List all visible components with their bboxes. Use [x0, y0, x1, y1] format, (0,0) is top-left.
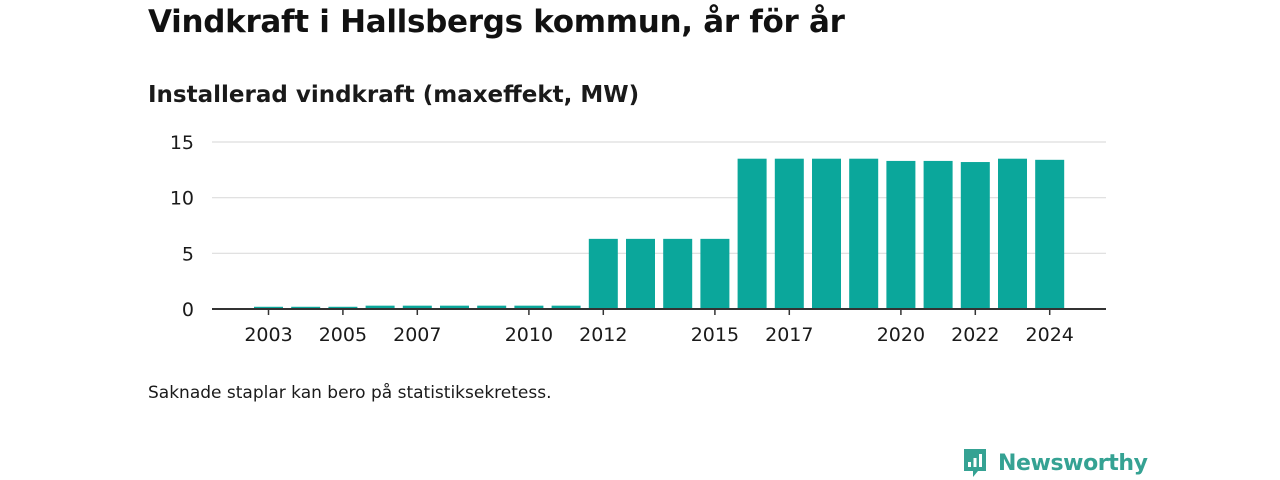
x-tick-label: 2017 [765, 324, 813, 346]
bar-2004[interactable] [291, 306, 321, 309]
bar-2021[interactable] [923, 160, 953, 309]
bar-2024[interactable] [1035, 159, 1065, 309]
bar-2019[interactable] [849, 158, 879, 309]
newsworthy-brand[interactable]: Newsworthy [962, 446, 1148, 480]
bar-2017[interactable] [774, 158, 804, 309]
bar-2005[interactable] [328, 306, 358, 309]
y-tick-label: 15 [170, 132, 194, 154]
bar-2009[interactable] [477, 305, 507, 309]
x-tick-label: 2005 [319, 324, 367, 346]
footnote: Saknade staplar kan bero på statistiksek… [148, 383, 552, 403]
bar-2012[interactable] [588, 238, 618, 309]
x-tick-label: 2024 [1026, 324, 1074, 346]
bar-2003[interactable] [254, 306, 283, 309]
bar-2010[interactable] [514, 305, 544, 309]
bar-2011[interactable] [551, 305, 581, 309]
chart-subtitle: Installerad vindkraft (maxeffekt, MW) [148, 82, 640, 108]
chart-title: Vindkraft i Hallsbergs kommun, år för år [148, 4, 845, 40]
brand-name: Newsworthy [998, 450, 1148, 476]
bar-2016[interactable] [737, 158, 767, 309]
x-tick-label: 2007 [393, 324, 441, 346]
axes: 0 5 10 15 2003 2005 2007 2010 2012 2015 2017 2020 20… [170, 132, 1106, 346]
x-tick-label: 2015 [691, 324, 739, 346]
bar-2006[interactable] [365, 305, 395, 309]
x-tick-label: 2022 [951, 324, 999, 346]
y-tick-label: 10 [170, 188, 194, 210]
newsworthy-logo-icon [964, 449, 986, 477]
bar-2015[interactable] [700, 238, 730, 309]
bar-2008[interactable] [440, 305, 469, 309]
y-tick-label: 0 [182, 299, 194, 321]
gridlines [212, 141, 1106, 254]
y-tick-label: 5 [182, 243, 194, 265]
bar-chart: 0 5 10 15 2003 2005 2007 2010 2012 2015 2017 2020 20… [170, 132, 1106, 346]
bars [254, 158, 1065, 309]
bar-2018[interactable] [812, 158, 841, 309]
x-tick-label: 2003 [244, 324, 292, 346]
bar-2007[interactable] [402, 305, 432, 309]
bar-2023[interactable] [998, 158, 1027, 309]
bar-2020[interactable] [886, 160, 916, 309]
x-tick-label: 2010 [505, 324, 553, 346]
bar-2022[interactable] [960, 162, 990, 309]
x-tick-label: 2020 [877, 324, 925, 346]
x-tick-label: 2012 [579, 324, 627, 346]
bar-2013[interactable] [626, 238, 655, 309]
bar-2014[interactable] [663, 238, 693, 309]
